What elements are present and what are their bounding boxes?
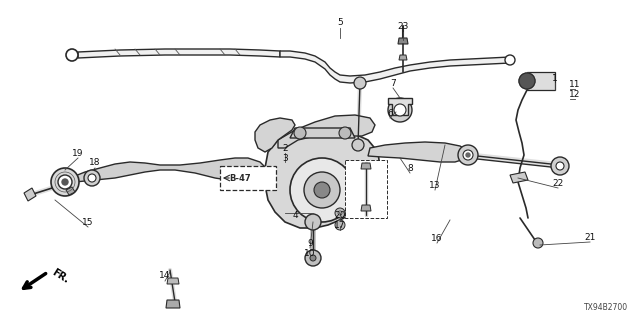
Text: 2: 2 (282, 143, 288, 153)
Text: 6: 6 (387, 108, 393, 117)
Text: 10: 10 (304, 249, 316, 258)
Polygon shape (290, 128, 355, 138)
Circle shape (533, 238, 543, 248)
Circle shape (310, 255, 316, 261)
Circle shape (466, 153, 470, 157)
Circle shape (354, 77, 366, 89)
Text: 3: 3 (282, 154, 288, 163)
Circle shape (66, 49, 78, 61)
Text: 11: 11 (569, 79, 580, 89)
Polygon shape (510, 172, 528, 183)
Text: TX94B2700: TX94B2700 (584, 303, 628, 312)
Text: 18: 18 (89, 157, 100, 166)
Text: 17: 17 (334, 220, 346, 229)
Text: 5: 5 (337, 18, 343, 27)
Polygon shape (78, 49, 280, 58)
Polygon shape (280, 51, 510, 83)
Circle shape (314, 182, 330, 198)
Text: 13: 13 (429, 180, 441, 189)
Circle shape (335, 208, 345, 218)
Circle shape (519, 73, 535, 89)
Polygon shape (265, 128, 380, 228)
Polygon shape (55, 158, 270, 185)
Circle shape (305, 214, 321, 230)
Polygon shape (166, 300, 180, 308)
Circle shape (294, 127, 306, 139)
Text: B-47: B-47 (229, 173, 251, 182)
Circle shape (62, 179, 68, 185)
Text: 14: 14 (159, 271, 171, 281)
Text: 9: 9 (307, 238, 313, 247)
Text: 19: 19 (72, 148, 84, 157)
Circle shape (335, 220, 345, 230)
Text: 23: 23 (397, 21, 409, 30)
Circle shape (304, 172, 340, 208)
Circle shape (352, 139, 364, 151)
Text: 1: 1 (552, 74, 558, 83)
Polygon shape (388, 98, 412, 115)
Text: 8: 8 (407, 164, 413, 172)
Polygon shape (167, 278, 179, 284)
Text: 12: 12 (570, 90, 580, 99)
Polygon shape (24, 188, 36, 201)
Text: 4: 4 (292, 211, 298, 220)
Circle shape (388, 98, 412, 122)
Polygon shape (66, 187, 75, 195)
FancyBboxPatch shape (345, 160, 387, 218)
Text: FR.: FR. (50, 267, 70, 285)
Circle shape (556, 162, 564, 170)
Text: 15: 15 (83, 218, 93, 227)
Text: 20: 20 (334, 211, 346, 220)
Polygon shape (368, 142, 470, 162)
Circle shape (305, 250, 321, 266)
FancyBboxPatch shape (220, 166, 276, 190)
Text: 22: 22 (552, 179, 564, 188)
Circle shape (338, 211, 342, 215)
Circle shape (463, 150, 473, 160)
Polygon shape (399, 55, 407, 60)
Polygon shape (278, 115, 375, 148)
Circle shape (88, 174, 96, 182)
Polygon shape (398, 38, 408, 44)
Polygon shape (255, 118, 295, 152)
Polygon shape (361, 205, 371, 211)
Circle shape (51, 168, 79, 196)
Polygon shape (361, 163, 371, 169)
Polygon shape (527, 72, 555, 90)
Circle shape (505, 55, 515, 65)
Text: 16: 16 (431, 234, 443, 243)
Circle shape (84, 170, 100, 186)
Circle shape (290, 158, 354, 222)
Circle shape (551, 157, 569, 175)
Circle shape (394, 104, 406, 116)
Circle shape (458, 145, 478, 165)
Circle shape (339, 127, 351, 139)
Text: 7: 7 (390, 78, 396, 87)
Text: 21: 21 (584, 233, 596, 242)
Circle shape (58, 175, 72, 189)
